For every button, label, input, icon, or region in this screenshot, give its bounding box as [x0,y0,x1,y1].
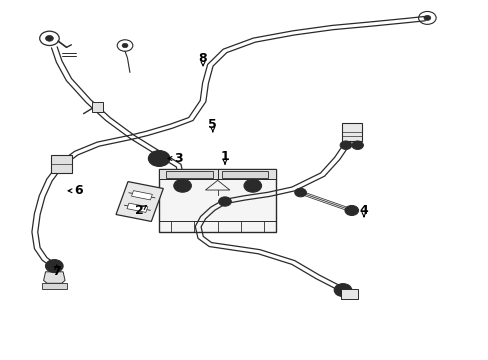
Text: 5: 5 [208,118,217,131]
Circle shape [294,188,306,197]
Bar [341,123,361,140]
Circle shape [348,208,354,213]
Circle shape [154,155,163,162]
Bar [166,171,212,178]
Circle shape [351,141,363,149]
Circle shape [45,260,63,273]
Circle shape [45,36,53,41]
Circle shape [50,263,58,269]
Text: 4: 4 [359,204,367,217]
Text: 6: 6 [74,184,83,197]
Circle shape [333,284,351,297]
Circle shape [218,197,231,206]
Circle shape [148,150,169,166]
Bar [340,289,357,300]
Bar [42,283,66,289]
Circle shape [122,43,128,48]
Bar [159,169,276,179]
Bar [51,155,72,173]
Bar [159,169,276,232]
Circle shape [423,15,430,21]
Bar [92,102,103,112]
Text: 8: 8 [198,51,207,64]
Polygon shape [116,181,163,221]
Circle shape [244,179,261,192]
Circle shape [339,141,351,149]
Text: 7: 7 [52,265,61,278]
Text: 3: 3 [174,152,183,165]
Circle shape [248,183,256,189]
Polygon shape [127,203,147,212]
Polygon shape [43,272,65,283]
Text: 1: 1 [220,150,229,163]
Circle shape [344,206,358,216]
Polygon shape [131,191,152,200]
Bar [221,171,267,178]
Circle shape [178,183,186,189]
Text: 2: 2 [135,204,144,217]
Circle shape [173,179,191,192]
